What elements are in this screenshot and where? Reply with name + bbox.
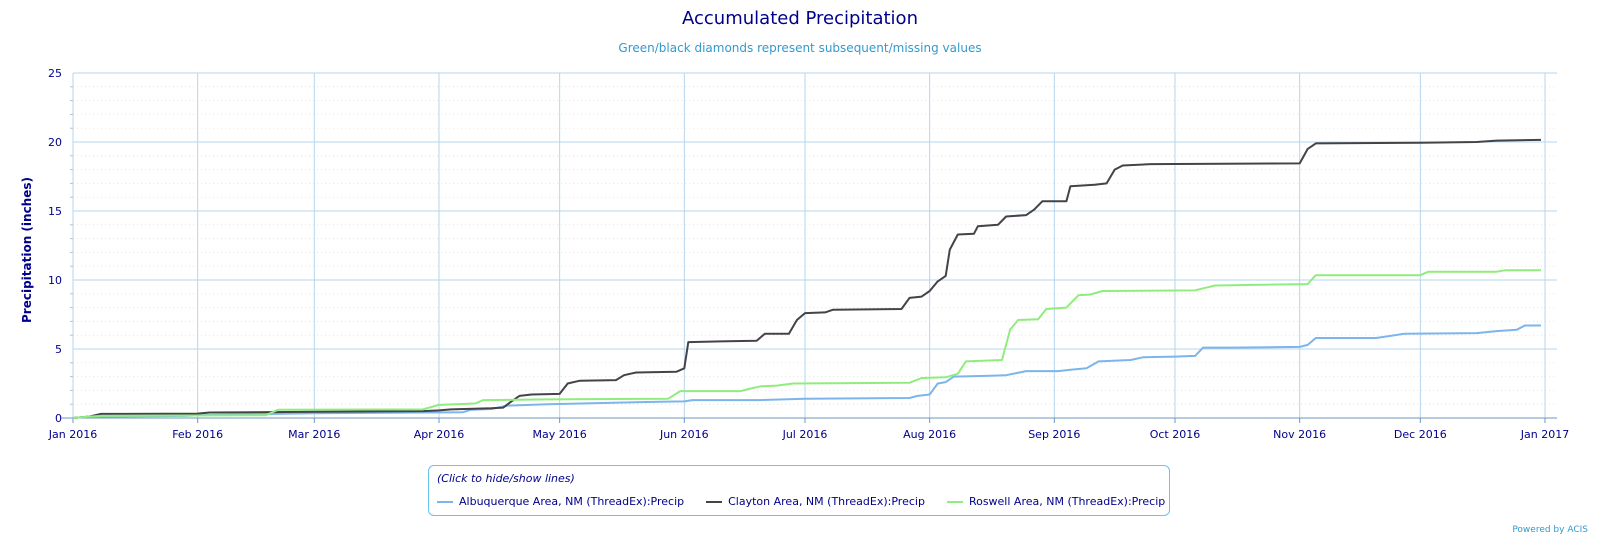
y-tick-label: 15 bbox=[48, 205, 62, 218]
grid bbox=[72, 72, 1557, 419]
legend-item[interactable]: Albuquerque Area, NM (ThreadEx):Precip bbox=[437, 495, 684, 508]
legend-label: Roswell Area, NM (ThreadEx):Precip bbox=[968, 495, 1166, 508]
series-line[interactable] bbox=[72, 138, 1542, 419]
x-tick-label: Jun 2016 bbox=[659, 428, 709, 441]
y-tick-label: 10 bbox=[48, 274, 62, 287]
x-tick-label: Sep 2016 bbox=[1028, 428, 1080, 441]
series-line[interactable] bbox=[72, 269, 1541, 419]
y-axis-label: Precipitation (inches) bbox=[20, 177, 34, 323]
legend-swatch bbox=[946, 500, 963, 503]
x-tick-label: Jul 2016 bbox=[782, 428, 828, 441]
y-tick-label: 25 bbox=[48, 67, 62, 80]
credit-label[interactable]: Powered by ACIS bbox=[1512, 525, 1588, 535]
legend-swatch bbox=[706, 500, 723, 503]
y-tick-label: 0 bbox=[55, 412, 62, 425]
x-tick-label: Feb 2016 bbox=[172, 428, 223, 441]
x-tick-label: Nov 2016 bbox=[1273, 428, 1326, 441]
x-tick-label: May 2016 bbox=[533, 428, 587, 441]
x-tick-label: Jan 2017 bbox=[1520, 428, 1569, 441]
series-line-group[interactable] bbox=[72, 138, 1542, 419]
legend-hint: (Click to hide/show lines) bbox=[437, 472, 575, 485]
x-tick-label: Oct 2016 bbox=[1150, 428, 1201, 441]
y-tick-label: 20 bbox=[48, 136, 62, 149]
legend-item[interactable]: Clayton Area, NM (ThreadEx):Precip bbox=[706, 495, 925, 508]
x-tick-label: Aug 2016 bbox=[903, 428, 956, 441]
series-line-group[interactable] bbox=[72, 269, 1541, 419]
axes: 0 5 10 15 20 25 Jan 2016 Feb 2016 Mar 2016 Apr 20… bbox=[48, 67, 1569, 441]
x-tick-label: Dec 2016 bbox=[1394, 428, 1447, 441]
series-group bbox=[72, 138, 1542, 419]
legend-label: Clayton Area, NM (ThreadEx):Precip bbox=[728, 495, 925, 508]
x-tick-label: Mar 2016 bbox=[288, 428, 340, 441]
x-tick-label: Jan 2016 bbox=[48, 428, 97, 441]
legend-items: Albuquerque Area, NM (ThreadEx):Precip Cl… bbox=[437, 495, 1165, 508]
legend: (Click to hide/show lines) Albuquerque A… bbox=[428, 465, 1170, 516]
x-tick-label: Apr 2016 bbox=[414, 428, 465, 441]
legend-label: Albuquerque Area, NM (ThreadEx):Precip bbox=[459, 495, 685, 508]
legend-item[interactable]: Roswell Area, NM (ThreadEx):Precip bbox=[946, 495, 1166, 508]
chart-title: Accumulated Precipitation bbox=[682, 8, 918, 29]
legend-swatch bbox=[437, 500, 453, 503]
chart-subtitle: Green/black diamonds represent subsequen… bbox=[618, 41, 981, 55]
y-tick-label: 5 bbox=[55, 343, 62, 356]
